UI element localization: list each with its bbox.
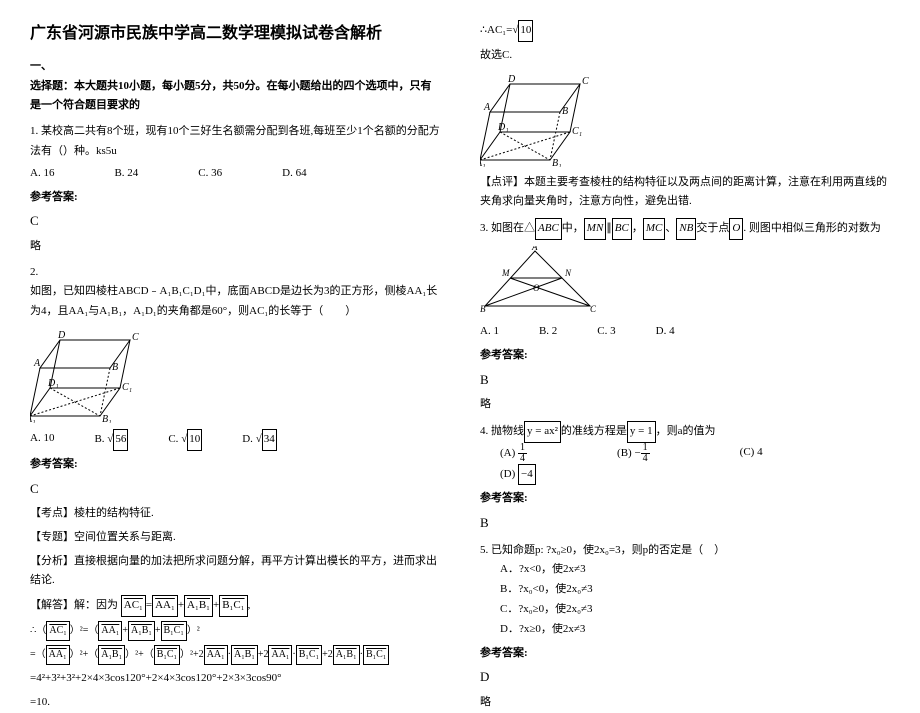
q4-options-row2: (D) −4 [500,464,890,486]
q3-opt-d: D. 4 [656,322,675,342]
q1-opt-b: B. 24 [114,164,138,184]
q2-ans: C [30,477,440,500]
question-3: 3. 如图在△ABC中，MN∥BC，MC、NB交于点O. 则图中相似三角形的对数… [480,218,890,240]
exam-title: 广东省河源市民族中学高二数学理模拟试卷含解析 [30,20,440,49]
question-2-num: 2. [30,263,440,283]
svg-text:N: N [564,268,572,278]
svg-text:D: D [57,330,66,341]
q5-note: 略 [480,693,890,713]
svg-text:M: M [501,268,510,278]
q2-solution-line2: ∴（AC₁）²=（AA₁+A₁B₁+B₁C₁）² [30,621,440,641]
q5-ans: D [480,665,890,688]
q1-opt-c: C. 36 [198,164,222,184]
q2-tag3: 【分析】直接根据向量的加法把所求问题分解，再平方计算出模长的平方，进而求出结论. [30,552,440,592]
q4-ans: B [480,511,890,534]
svg-text:C: C [132,332,139,343]
q2-opt-a: A. 10 [30,429,54,451]
right-column: ∴AC₁=√10 故选C. D C A B D₁ C₁ A₁ B₁ 【点评】本题… [480,20,890,713]
q2-options: A. 10 B. √56 C. √10 D. √34 [30,429,440,451]
svg-text:A: A [33,358,41,369]
svg-text:D₁: D₁ [497,122,509,133]
svg-text:A₁: A₁ [30,414,36,423]
svg-text:O: O [533,283,540,293]
q2-opt-b: B. √56 [94,429,128,451]
q3-options: A. 1 B. 2 C. 3 D. 4 [480,322,890,342]
r-line1: ∴AC₁=√10 [480,20,890,42]
q5-opt-c: C．?x₀≥0，使2x₀≠3 [500,600,890,620]
q4-opt-d: (D) −4 [500,468,536,480]
instruction: 选择题：本大题共10小题，每小题5分，共50分。在每小题给出的四个选项中，只有是… [30,77,440,117]
q5-opt-d: D．?x≥0，使2x≠3 [500,620,890,640]
svg-text:C: C [582,76,589,87]
q2-solution-line1: 【解答】解：因为 AC₁=AA₁+A₁B₁+B₁C₁, [30,595,440,617]
q3-ans-label: 参考答案: [480,346,890,366]
svg-text:D₁: D₁ [47,378,59,389]
q3-ans: B [480,368,890,391]
q4-opt-a: (A) 14 [500,443,527,464]
svg-text:A₁: A₁ [480,158,486,167]
q3-opt-a: A. 1 [480,322,499,342]
svg-text:C₁: C₁ [122,382,132,393]
question-4: 4. 抛物线y = ax²的准线方程是y = 1，则a的值为 [480,421,890,443]
prism-figure-left: D C A B D₁ C₁ A₁ B₁ [30,328,440,423]
r-line2: 故选C. [480,46,890,66]
q2-ans-label: 参考答案: [30,455,440,475]
q1-opt-a: A. 16 [30,164,54,184]
svg-text:B₁: B₁ [102,414,112,423]
svg-text:B: B [112,362,118,373]
q5-opt-b: B．?x₀<0，使2x₀≠3 [500,580,890,600]
q2-solution-line4: =4²+3²+3²+2×4×3cos120°+2×4×3cos120°+2×3×… [30,669,440,689]
q3-opt-b: B. 2 [539,322,557,342]
q4-opt-c: (C) 4 [740,443,763,464]
q1-ans-label: 参考答案: [30,188,440,208]
question-5: 5. 已知命题p: ?x₀≥0，使2x₀=3，则p的否定是（ ） [480,541,890,561]
q3-note: 略 [480,395,890,415]
q2-opt-c: C. √10 [168,429,202,451]
svg-text:B₁: B₁ [552,158,562,167]
r-comment: 【点评】本题主要考查棱柱的结构特征以及两点间的距离计算，注意在利用两直线的夹角求… [480,173,890,213]
q1-opt-d: D. 64 [282,164,306,184]
svg-text:D: D [507,74,516,85]
q4-opt-b: (B) −14 [617,443,650,464]
q5-ans-label: 参考答案: [480,644,890,664]
q4-options-row1: (A) 14 (B) −14 (C) 4 [500,443,890,464]
svg-text:A: A [483,102,491,113]
question-1: 1. 某校高二共有8个班，现有10个三好生名额需分配到各班,每班至少1个名额的分… [30,122,440,162]
q4-ans-label: 参考答案: [480,489,890,509]
q2-solution-line3: =（AA₁）²+（A₁B₁）²+（B₁C₁）²+2AA₁·A₁B₁+2AA₁·B… [30,645,440,665]
q2-opt-d: D. √34 [242,429,277,451]
svg-text:C₁: C₁ [572,126,582,137]
svg-text:B: B [562,106,568,117]
q2-tag1: 【考点】棱柱的结构特征. [30,504,440,524]
q5-opt-a: A．?x<0，使2x≠3 [500,560,890,580]
section-one: 一、 [30,57,440,77]
svg-text:C: C [590,304,597,314]
q1-ans: C [30,209,440,232]
left-column: 广东省河源市民族中学高二数学理模拟试卷含解析 一、 选择题：本大题共10小题，每… [30,20,440,713]
svg-text:A: A [531,246,538,252]
triangle-figure: A M N B C O [480,246,890,316]
svg-text:B: B [480,304,486,314]
q2-solution-line5: =10. [30,693,440,713]
prism-figure-right: D C A B D₁ C₁ A₁ B₁ [480,72,890,167]
q2-tag2: 【专题】空间位置关系与距离. [30,528,440,548]
q1-options: A. 16 B. 24 C. 36 D. 64 [30,164,440,184]
q3-opt-c: C. 3 [597,322,615,342]
question-2-text: 如图，已知四棱柱ABCD﹣A₁B₁C₁D₁中，底面ABCD是边长为3的正方形，侧… [30,282,440,322]
q1-note: 略 [30,237,440,257]
